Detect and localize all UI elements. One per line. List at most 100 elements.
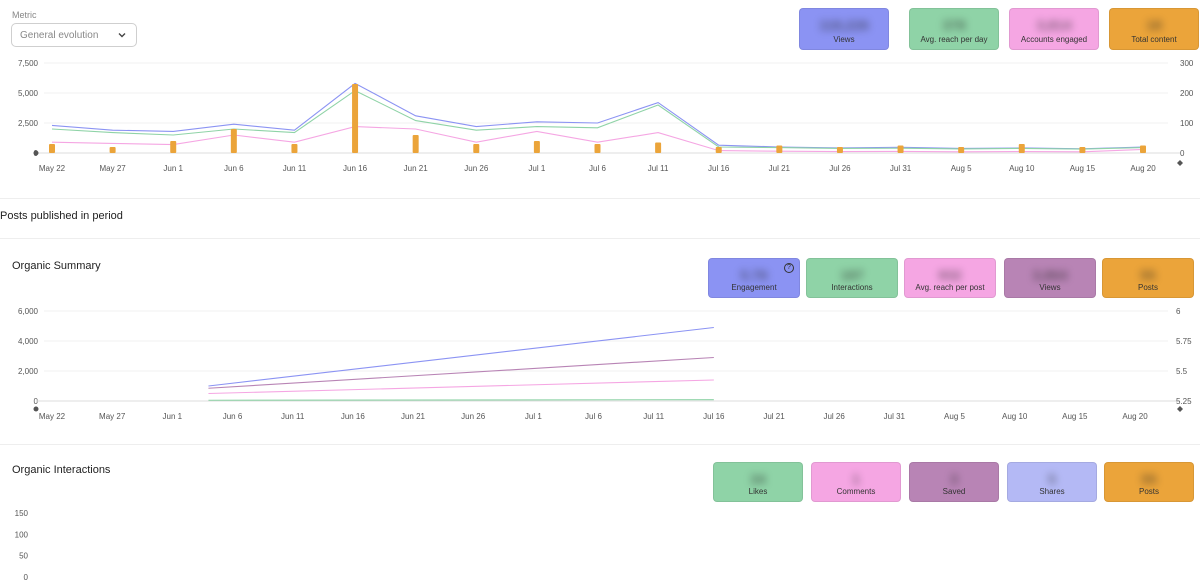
- x-tick-label: Aug 10: [1002, 412, 1028, 421]
- interactions-card-likes[interactable]: 34 Likes: [713, 462, 803, 502]
- bar: [230, 129, 237, 153]
- card-label: Posts: [1138, 487, 1159, 496]
- interactions-card-comments[interactable]: 1 Comments: [811, 462, 901, 502]
- series-line: [208, 356, 714, 389]
- card-label: Likes: [748, 487, 768, 496]
- x-tick-label: Jul 1: [528, 164, 545, 173]
- card-views[interactable]: 118,226 Views: [799, 8, 889, 50]
- x-tick-label: Aug 5: [951, 164, 972, 173]
- y2-tick-label: 5.25: [1176, 397, 1192, 406]
- card-value: 932: [938, 267, 962, 283]
- y-tick-label: 7,500: [18, 59, 39, 68]
- bar: [49, 144, 55, 153]
- card-accounts-engaged[interactable]: 3,814 Accounts engaged: [1009, 8, 1099, 50]
- card-label: Posts: [1137, 283, 1158, 292]
- x-tick-label: May 27: [99, 164, 126, 173]
- card-label: Views: [1039, 283, 1061, 292]
- organic-interactions-title: Organic Interactions: [12, 464, 111, 476]
- x-tick-label: Aug 15: [1062, 412, 1088, 421]
- bar: [715, 147, 722, 153]
- y2-tick-label: 300: [1180, 59, 1194, 68]
- card-label: Total content: [1131, 35, 1177, 44]
- help-icon[interactable]: ?: [784, 263, 794, 273]
- x-tick-label: Jun 11: [283, 164, 307, 173]
- card-label: Saved: [942, 487, 966, 496]
- metric-label: Metric: [12, 10, 37, 20]
- card-value: 3,814: [1036, 17, 1072, 33]
- y2-tick-label: 100: [1180, 119, 1194, 128]
- x-tick-label: Jun 26: [464, 164, 489, 173]
- y2-tick-label: 5.5: [1176, 367, 1188, 376]
- y-tick-label: 50: [19, 552, 28, 561]
- bar: [897, 145, 904, 153]
- series-line: [208, 326, 714, 387]
- card-value: 3,864: [1032, 267, 1068, 283]
- x-tick-label: Aug 15: [1070, 164, 1096, 173]
- bar: [1079, 147, 1086, 153]
- x-tick-label: Jun 11: [281, 412, 305, 421]
- x-tick-label: Jun 16: [343, 164, 368, 173]
- x-tick-label: Jul 26: [829, 164, 851, 173]
- x-tick-label: Jun 6: [224, 164, 244, 173]
- x-tick-label: Jun 21: [404, 164, 429, 173]
- axis-diamond: [1177, 406, 1183, 412]
- metric-select[interactable]: General evolution: [11, 23, 137, 47]
- interactions-card-saved[interactable]: 3 Saved: [909, 462, 999, 502]
- bar: [473, 144, 480, 153]
- y-tick-label: 100: [15, 530, 29, 539]
- bar: [291, 144, 298, 153]
- y-tick-label: 4,000: [18, 337, 39, 346]
- x-tick-label: Jun 1: [163, 164, 183, 173]
- card-total-content[interactable]: 18 Total content: [1109, 8, 1199, 50]
- x-tick-label: Jul 31: [890, 164, 912, 173]
- card-avg-reach-per-day[interactable]: 378 Avg. reach per day: [909, 8, 999, 50]
- card-label: Avg. reach per post: [915, 283, 985, 292]
- axis-dot: [33, 150, 39, 156]
- x-tick-label: Jul 11: [648, 164, 669, 173]
- card-value: 378: [942, 17, 966, 33]
- y2-tick-label: 200: [1180, 89, 1194, 98]
- y2-tick-label: 5.75: [1176, 337, 1192, 346]
- card-value: 187: [840, 267, 864, 283]
- bar: [655, 142, 662, 153]
- card-value: 5.76: [740, 267, 768, 283]
- summary-card-engagement[interactable]: 5.76 Engagement?: [708, 258, 800, 298]
- x-tick-label: May 22: [39, 412, 66, 421]
- bar: [594, 144, 601, 153]
- bar: [412, 135, 419, 153]
- x-tick-label: Jun 6: [223, 412, 243, 421]
- card-label: Views: [833, 35, 855, 44]
- card-value: 55: [1140, 267, 1156, 283]
- summary-card-avg-reach-per-post[interactable]: 932 Avg. reach per post: [904, 258, 996, 298]
- divider: [0, 444, 1200, 445]
- divider: [0, 198, 1200, 199]
- series-line: [208, 399, 714, 401]
- bar: [1140, 145, 1146, 153]
- bar: [109, 147, 116, 153]
- summary-card-views[interactable]: 3,864 Views: [1004, 258, 1096, 298]
- chevron-down-icon: [118, 33, 126, 38]
- summary-card-interactions[interactable]: 187 Interactions: [806, 258, 898, 298]
- y2-tick-label: 6: [1176, 307, 1181, 316]
- card-value: 18: [1146, 17, 1162, 33]
- x-tick-label: Jul 31: [884, 412, 906, 421]
- x-tick-label: May 22: [39, 164, 66, 173]
- x-tick-label: Jul 21: [769, 164, 791, 173]
- x-tick-label: Aug 20: [1122, 412, 1148, 421]
- y-tick-label: 2,000: [18, 367, 39, 376]
- bar: [958, 147, 965, 153]
- y2-tick-label: 0: [1180, 149, 1185, 158]
- divider: [0, 238, 1200, 239]
- card-label: Engagement: [731, 283, 777, 292]
- card-value: 5: [1048, 471, 1056, 487]
- summary-card-posts[interactable]: 55 Posts: [1102, 258, 1194, 298]
- x-tick-label: Aug 10: [1009, 164, 1035, 173]
- x-tick-label: Jul 6: [589, 164, 606, 173]
- interactions-card-posts[interactable]: 55 Posts: [1104, 462, 1194, 502]
- bar: [533, 141, 540, 153]
- interactions-card-shares[interactable]: 5 Shares: [1007, 462, 1097, 502]
- bar: [776, 145, 783, 153]
- card-value: 1: [852, 471, 860, 487]
